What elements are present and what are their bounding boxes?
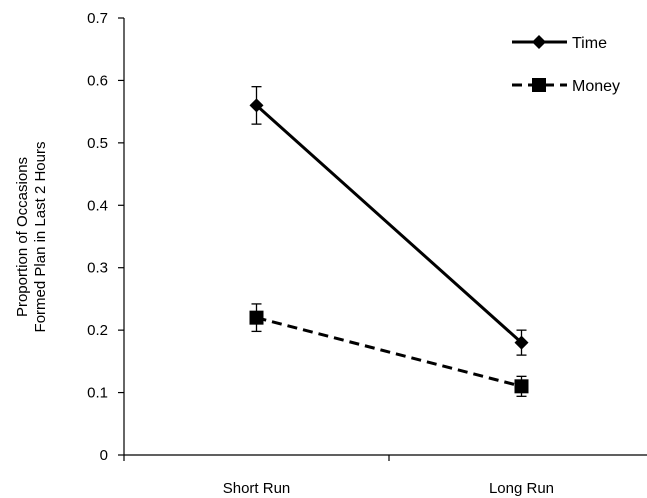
axes — [123, 18, 647, 456]
data-point — [249, 98, 264, 113]
legend-label: Money — [572, 78, 620, 95]
series-money — [249, 303, 529, 397]
legend-item-money: Money — [512, 78, 620, 95]
y-tick-label: 0.1 — [87, 385, 108, 402]
x-tick-label: Long Run — [489, 480, 554, 497]
y-tick-label: 0.6 — [87, 72, 108, 89]
data-point — [249, 310, 264, 325]
series-time — [249, 86, 529, 356]
y-axis-title-line-2: Formed Plan in Last 2 Hours — [32, 142, 49, 333]
y-axis-title: Proportion of Occasions Formed Plan in L… — [14, 142, 49, 333]
y-tick-label: 0.7 — [87, 10, 108, 27]
y-tick-label: 0.3 — [87, 260, 108, 277]
data-point — [514, 379, 529, 394]
legend-item-time: Time — [512, 35, 607, 52]
legend: Time Money — [512, 35, 620, 95]
y-tick-label: 0.5 — [87, 135, 108, 152]
x-tick-label: Short Run — [223, 480, 291, 497]
data-point — [514, 335, 529, 350]
y-ticks: 0 0.1 0.2 0.3 0.4 0.5 0.6 0.7 — [87, 10, 124, 464]
series-line — [256, 316, 522, 388]
y-tick-label: 0.2 — [87, 322, 108, 339]
legend-label: Time — [572, 35, 607, 52]
legend-marker — [532, 78, 546, 92]
y-axis-title-line-1: Proportion of Occasions — [14, 157, 31, 317]
x-ticks: Short Run Long Run — [123, 455, 554, 497]
y-tick-label: 0 — [100, 447, 108, 464]
legend-marker — [532, 35, 546, 49]
series-layer — [249, 86, 529, 397]
y-tick-label: 0.4 — [87, 197, 108, 214]
series-line — [255, 104, 523, 344]
